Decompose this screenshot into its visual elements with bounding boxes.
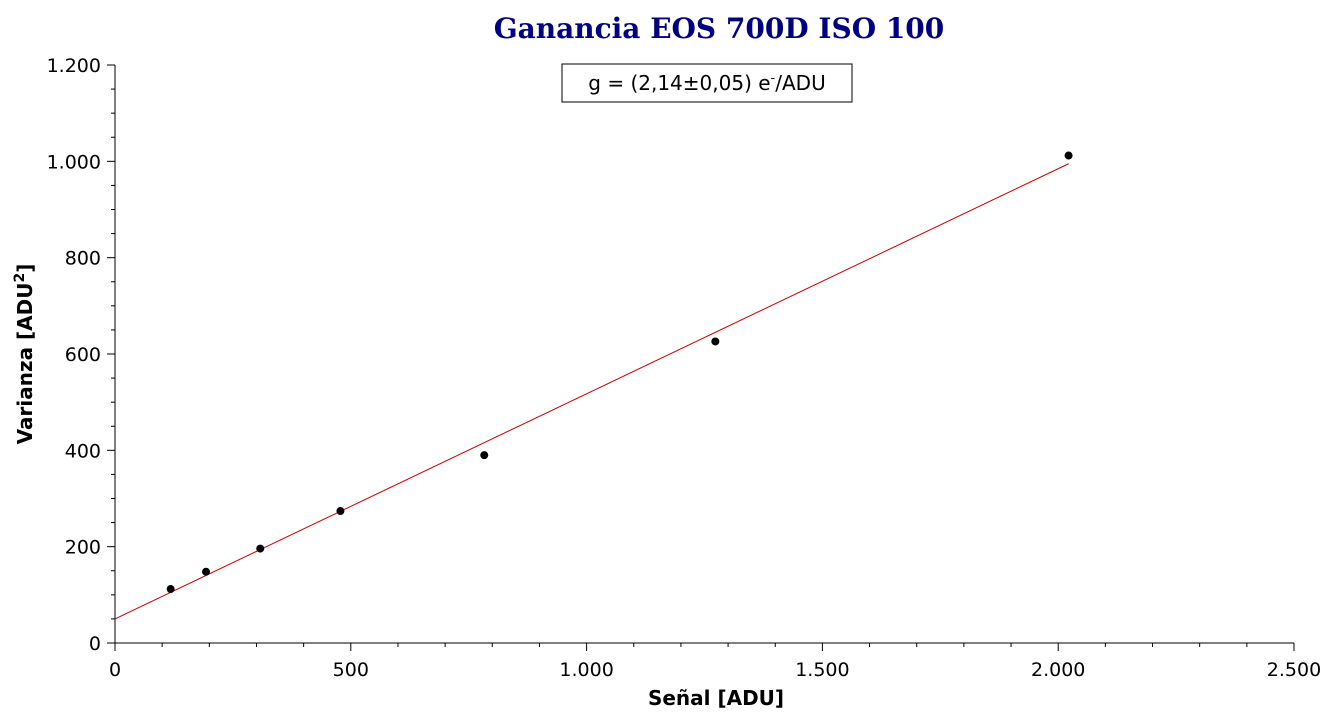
- data-point: [1064, 151, 1073, 160]
- y-tick-label: 0: [89, 633, 101, 655]
- data-point: [202, 567, 211, 576]
- axis-ticks: [107, 64, 1295, 651]
- x-axis-label: Señal [ADU]: [648, 686, 784, 710]
- axes: [114, 65, 1294, 644]
- y-axis-label-end: ]: [13, 264, 37, 273]
- annotation-frame: [561, 63, 853, 103]
- annotation-end: /ADU: [775, 71, 825, 95]
- y-axis-label: Varianza [ADU2]: [12, 264, 37, 445]
- data-points: [166, 151, 1073, 594]
- annotation-box: g = (2,14±0,05) e-/ADU: [561, 63, 853, 103]
- x-tick-label: 500: [333, 659, 369, 681]
- y-tick-label: 600: [65, 344, 101, 366]
- fit-line: [114, 163, 1069, 620]
- axis-tick-labels: 0 200 400 600 800 1.000 1.200 0 500 1.000 1.500 2.0…: [47, 55, 1322, 681]
- data-point: [480, 451, 489, 460]
- y-tick-label: 400: [65, 440, 101, 462]
- annotation-superscript: -: [771, 71, 776, 86]
- data-point: [256, 544, 265, 553]
- x-tick-label: 2.500: [1267, 659, 1321, 681]
- annotation-text: g = (2,14±0,05) e-/ADU: [588, 71, 825, 95]
- data-point: [711, 337, 720, 346]
- x-tick-label: 1.500: [795, 659, 849, 681]
- annotation-base: g = (2,14±0,05) e: [588, 71, 770, 95]
- fit-line-group: [114, 163, 1069, 620]
- y-tick-label: 800: [65, 248, 101, 270]
- y-axis-label-superscript: 2: [12, 273, 28, 283]
- chart-title: Ganancia EOS 700D ISO 100: [494, 12, 945, 45]
- x-tick-label: 1.000: [559, 659, 613, 681]
- x-tick-label: 2.000: [1031, 659, 1085, 681]
- y-tick-label: 200: [65, 537, 101, 559]
- data-point: [166, 585, 175, 594]
- y-tick-label: 1.000: [47, 151, 101, 173]
- y-tick-label: 1.200: [47, 55, 101, 77]
- data-point: [336, 507, 345, 516]
- y-axis-label-base: Varianza [ADU: [13, 282, 37, 444]
- x-tick-label: 0: [109, 659, 121, 681]
